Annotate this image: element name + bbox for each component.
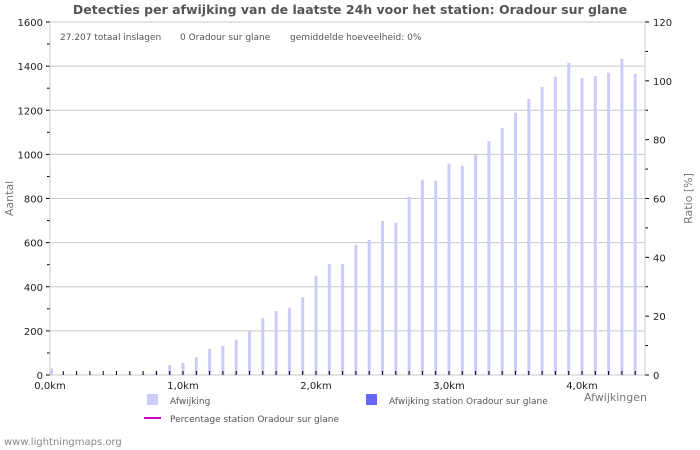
y-axis-title: Aantal [3, 181, 16, 216]
bar [301, 297, 305, 375]
y2-tick-label: 120 [653, 18, 672, 29]
bar [354, 244, 358, 375]
x-tick-label: 0,0km [34, 381, 65, 392]
bar [341, 264, 345, 375]
bar [208, 348, 212, 375]
bar [394, 222, 398, 375]
bar [168, 365, 172, 375]
bar [420, 179, 424, 375]
y2-tick-label: 60 [653, 195, 666, 206]
y-tick-label: 800 [24, 195, 43, 206]
legend-label-percentage: Percentage station Oradour sur glane [170, 415, 339, 425]
bar [633, 73, 637, 376]
bar [607, 72, 611, 376]
x-axis-title: Afwijkingen [584, 391, 647, 404]
y-tick-label: 200 [24, 327, 43, 338]
bar [620, 58, 624, 376]
bar [181, 362, 185, 375]
bar [327, 264, 331, 375]
y2-tick-label: 0 [653, 371, 659, 382]
footer-credit: www.lightningmaps.org [4, 437, 122, 448]
bar [407, 196, 411, 375]
bar [221, 345, 225, 375]
legend-swatch-station [366, 394, 377, 405]
bar [460, 165, 464, 375]
legend-label-station: Afwijking station Oradour sur glane [389, 397, 548, 407]
bar [593, 76, 597, 375]
legend-swatch-afwijking [147, 394, 158, 405]
bar [314, 275, 318, 375]
bar [381, 221, 384, 375]
y2-tick-label: 80 [653, 136, 666, 147]
x-tick-label: 1,0km [167, 381, 198, 392]
bar [540, 86, 544, 376]
bar [447, 163, 451, 375]
bar [580, 78, 584, 375]
stat-station: 0 Oradour sur glane [180, 33, 271, 43]
x-tick-label: 2,0km [300, 381, 331, 392]
bar [527, 98, 531, 375]
bar [194, 357, 198, 375]
bar [474, 154, 478, 375]
y-tick-label: 1200 [18, 106, 43, 117]
legend-label-afwijking: Afwijking [170, 397, 210, 407]
bar [514, 112, 517, 376]
y-tick-label: 400 [24, 283, 43, 294]
bar [50, 368, 53, 375]
y2-tick-label: 100 [653, 77, 672, 88]
y2-tick-label: 20 [653, 312, 666, 323]
y-tick-label: 1400 [18, 62, 43, 73]
y2-tick-label: 40 [653, 253, 666, 264]
bar [500, 127, 504, 376]
x-tick-label: 3,0km [433, 381, 464, 392]
y-tick-label: 1600 [18, 18, 43, 29]
stat-total: 27.207 totaal inslagen [60, 33, 161, 43]
y2-axis-title: Ratio [%] [682, 173, 695, 224]
bar [261, 318, 265, 375]
y-tick-label: 0 [37, 371, 43, 382]
bar [248, 330, 251, 375]
stat-average: gemiddelde hoeveelheid: 0% [290, 33, 422, 43]
bar [553, 76, 557, 376]
x-tick-label: 4,0km [566, 381, 597, 392]
y-tick-label: 1000 [18, 150, 43, 161]
bar [274, 311, 278, 375]
bar [487, 141, 491, 375]
y-tick-label: 600 [24, 239, 43, 250]
bar [367, 239, 371, 375]
bar [287, 307, 291, 375]
bar [234, 339, 238, 375]
bar [567, 62, 571, 376]
bar [434, 180, 438, 375]
chart-title: Detecties per afwijking van de laatste 2… [72, 2, 628, 17]
